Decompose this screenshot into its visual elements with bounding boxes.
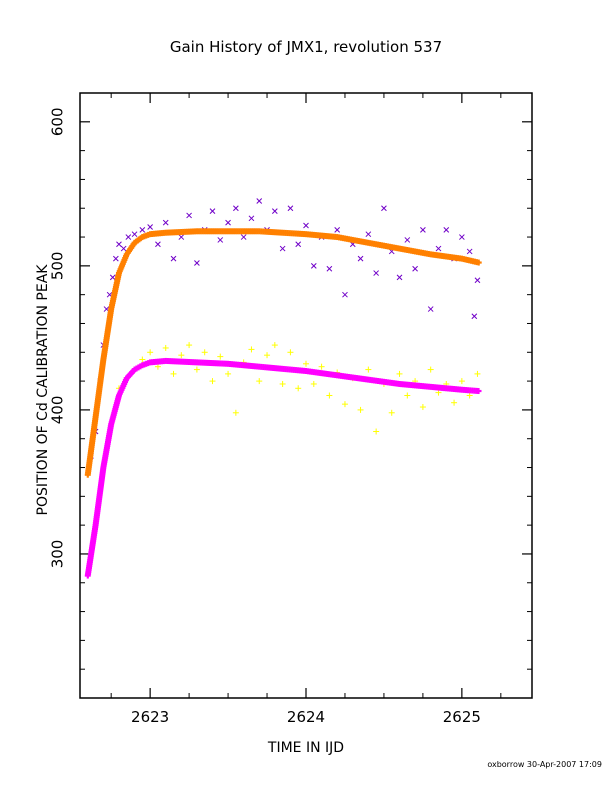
data-point-x bbox=[112, 255, 119, 262]
x-tick-label: 2623 bbox=[131, 708, 169, 726]
data-point-x bbox=[342, 291, 348, 298]
plot-frame bbox=[79, 92, 533, 699]
y-tick-label: 500 bbox=[49, 252, 67, 281]
data-point-x bbox=[443, 226, 450, 233]
data-point-x bbox=[103, 306, 110, 312]
data-point-x bbox=[412, 265, 418, 272]
y-axis-label: POSITION OF Cd CALIBRATION PEAK bbox=[35, 264, 51, 516]
data-point-x bbox=[381, 205, 387, 212]
data-point-x bbox=[256, 198, 263, 204]
data-point-x bbox=[459, 234, 465, 240]
data-point-x bbox=[279, 245, 286, 252]
data-point-x bbox=[326, 265, 333, 272]
data-point-x bbox=[106, 291, 113, 298]
data-point-x bbox=[471, 313, 478, 320]
data-point-x bbox=[474, 277, 481, 284]
y-tick-label: 400 bbox=[49, 396, 67, 425]
x-tick-label: 2624 bbox=[287, 708, 325, 726]
data-point-x bbox=[295, 241, 302, 248]
data-point-x bbox=[125, 234, 132, 240]
data-point-x bbox=[435, 245, 442, 252]
data-point-x bbox=[303, 222, 309, 229]
data-point-x bbox=[396, 274, 403, 281]
data-point-x bbox=[109, 274, 116, 281]
data-point-x bbox=[147, 224, 153, 230]
data-point-x bbox=[365, 231, 372, 238]
data-point-x bbox=[404, 237, 411, 243]
data-point-x bbox=[248, 215, 255, 222]
data-point-x bbox=[240, 234, 247, 240]
data-point-x bbox=[178, 234, 185, 240]
chart-title: Gain History of JMX1, revolution 537 bbox=[169, 38, 443, 56]
x-tick-label: 2625 bbox=[443, 708, 481, 726]
data-point-x bbox=[116, 241, 122, 248]
data-point-x bbox=[170, 255, 177, 262]
data-point-x bbox=[209, 208, 216, 214]
data-point-x bbox=[334, 226, 341, 233]
data-point-x bbox=[233, 205, 239, 212]
data-point-x bbox=[155, 241, 161, 248]
data-point-x bbox=[357, 255, 364, 262]
data-point-x bbox=[287, 205, 294, 212]
data-point-x bbox=[217, 237, 224, 243]
credit-text: oxborrow 30-Apr-2007 17:09 bbox=[487, 760, 602, 769]
data-point-x bbox=[466, 248, 473, 255]
data-point-x bbox=[131, 231, 138, 238]
data-point-x bbox=[186, 212, 192, 219]
data-point-x bbox=[420, 226, 426, 233]
data-point-x bbox=[427, 306, 434, 312]
data-point-x bbox=[139, 226, 146, 233]
data-point-x bbox=[162, 219, 169, 226]
data-point-x bbox=[120, 245, 127, 252]
x-axis-label: TIME IN IJD bbox=[267, 740, 345, 756]
y-tick-label: 300 bbox=[49, 540, 67, 569]
data-point-x bbox=[194, 260, 200, 266]
y-tick-label: 600 bbox=[49, 107, 67, 136]
data-point-x bbox=[373, 270, 379, 276]
data-point-x bbox=[310, 263, 317, 269]
data-point-x bbox=[225, 219, 231, 226]
data-point-x bbox=[271, 208, 278, 214]
